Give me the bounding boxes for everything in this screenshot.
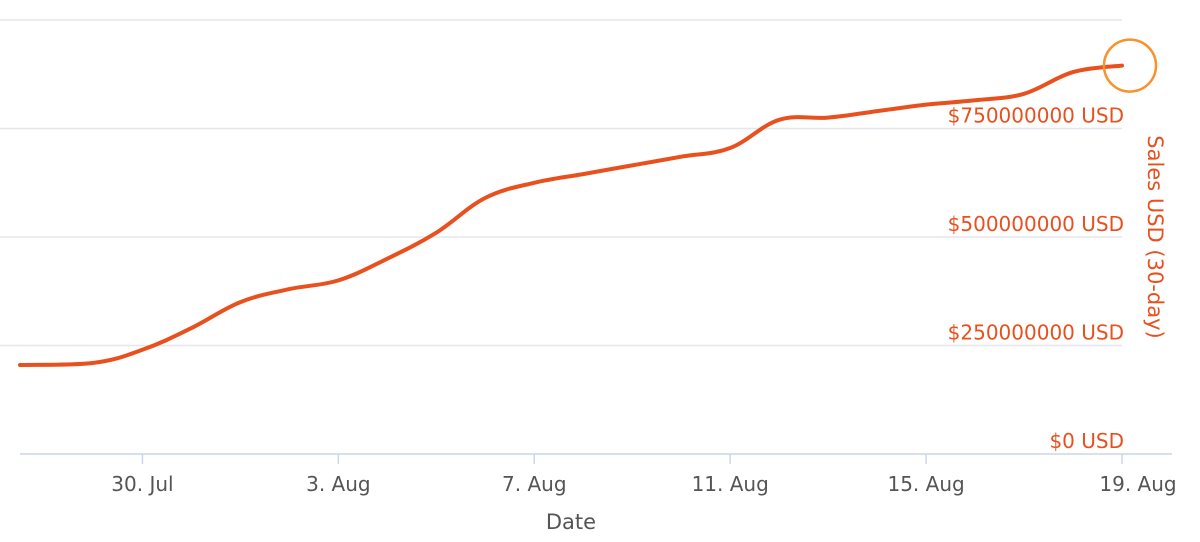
series-layer[interactable] xyxy=(18,38,1158,367)
x-tick-label: 15. Aug xyxy=(887,472,964,496)
y-tick-label: $250000000 USD xyxy=(948,321,1124,345)
x-tick-label: 11. Aug xyxy=(692,472,769,496)
y-tick-label: $0 USD xyxy=(1049,429,1124,453)
sales-series-line[interactable] xyxy=(18,63,1124,367)
y-axis: $0 USD $250000000 USD $500000000 USD $75000… xyxy=(948,104,1124,454)
x-tick-label: 7. Aug xyxy=(502,472,567,496)
x-tick-label: 19. Aug xyxy=(1099,472,1176,496)
x-axis-title: Date xyxy=(546,510,596,534)
x-tick-label: 30. Jul xyxy=(111,472,173,496)
y-tick-label: $750000000 USD xyxy=(948,104,1124,128)
y-axis-title: Sales USD (30-day) xyxy=(1143,135,1167,338)
grid-lines xyxy=(0,19,1122,347)
last-point-marker[interactable] xyxy=(1102,38,1158,93)
y-tick-label: $500000000 USD xyxy=(948,212,1124,236)
x-axis: 30. Jul 3. Aug 7. Aug 11. Aug 15. Aug 19. Aug xyxy=(20,453,1177,496)
x-tick-label: 3. Aug xyxy=(306,472,371,496)
